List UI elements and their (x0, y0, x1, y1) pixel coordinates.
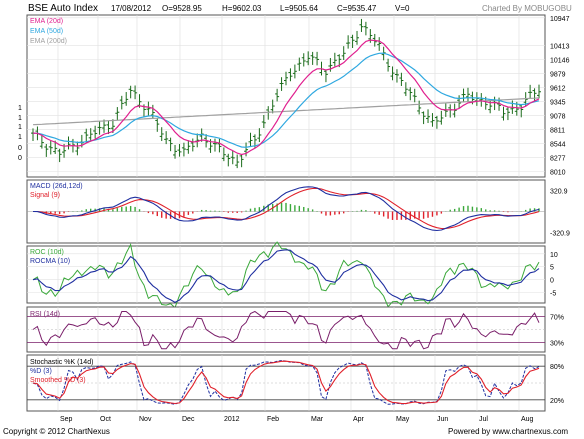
x-axis: Sep Oct Nov Dec 2012 Feb Mar Apr May Jun Jul Aug (60, 416, 534, 423)
rsi-line (32, 310, 540, 350)
y-tick-label: 10947 (550, 16, 570, 23)
legend-entry: Signal (9) (30, 192, 60, 199)
legend-entry: EMA (20d) (30, 18, 63, 25)
y-tick-label: 10413 (550, 44, 570, 51)
rocma-line (32, 249, 540, 304)
rsi-panel: 70% 30% RSI (14d) (26, 306, 564, 353)
roc-line (32, 241, 540, 309)
y-tick-label: 8544 (550, 141, 566, 148)
y-tick-label: 0 (550, 278, 554, 285)
y-tick-label: -5 (550, 291, 556, 298)
legend-entry: ROCMA (10) (30, 258, 70, 265)
ema-50-line (32, 52, 540, 148)
panel-frame (26, 14, 546, 178)
left-tick-label: 1 (18, 134, 22, 141)
stochastic-panel: 80% 20% Stochastic %K (14d) %D (3) Smoothed … (26, 354, 564, 412)
x-tick-label: Jul (479, 416, 488, 423)
y-tick-label: 20% (550, 398, 564, 405)
left-tick-label: 1 (18, 105, 22, 112)
ema-200-line (32, 97, 540, 126)
left-tick-label: 0 (18, 155, 22, 162)
x-tick-label: Dec (182, 416, 195, 423)
x-tick-label: Jun (437, 416, 448, 423)
open-value: O=9528.95 (162, 4, 202, 13)
left-tick-label: 1 (18, 124, 22, 131)
y-tick-label: 8277 (550, 155, 566, 162)
x-tick-label: Aug (521, 416, 534, 423)
legend-entry: Stochastic %K (14d) (30, 359, 93, 366)
x-tick-label: Mar (311, 416, 324, 423)
y-tick-label: 8010 (550, 169, 566, 176)
ema-20-line (32, 39, 540, 156)
x-tick-label: Sep (60, 416, 73, 423)
y-tick-label: 8811 (550, 127, 565, 134)
legend-entry: RSI (14d) (30, 311, 60, 318)
x-tick-label: Apr (353, 416, 365, 423)
y-tick-label: 10146 (550, 58, 570, 65)
x-tick-label: Oct (100, 416, 111, 423)
y-tick-label: 320.9 (550, 188, 568, 195)
y-tick-label: 5 (550, 265, 554, 272)
macd-line (32, 186, 540, 232)
y-tick-label: 9612 (550, 86, 566, 93)
y-tick-label: 70% (550, 315, 564, 322)
y-tick-label: -320.9 (550, 231, 570, 238)
y-tick-label: 10 (550, 252, 558, 259)
roc-panel: 10 5 0 -5 ROC (10d) ROCMA (10) (26, 241, 558, 309)
copyright-text: Copyright © 2012 ChartNexus (3, 427, 110, 436)
left-tick-label: 0 (18, 145, 22, 152)
y-tick-label: 9345 (550, 99, 566, 106)
legend-entry: MACD (26d,12d) (30, 183, 83, 190)
chart-credit: Charted By MOBUGOBU (482, 4, 572, 13)
signal-line (33, 187, 540, 230)
legend-entry: EMA (200d) (30, 38, 67, 45)
stoch-d-line (32, 360, 540, 405)
x-tick-label: 2012 (224, 416, 240, 423)
legend-entry: %D (3) (30, 368, 52, 375)
volume-value: V=0 (395, 4, 410, 13)
left-tick-label: 1 (18, 115, 22, 122)
panel-frame (26, 354, 546, 412)
high-value: H=9602.03 (222, 4, 262, 13)
x-tick-label: Nov (139, 416, 152, 423)
powered-by-text: Powered by www.chartnexus.com (448, 427, 568, 436)
macd-panel: 320.9 -320.9 MACD (26d,12d) Signal (9) (26, 179, 570, 244)
y-tick-label: 9879 (550, 72, 566, 79)
legend-entry: Smoothed %D (3) (30, 377, 86, 384)
close-value: C=9535.47 (337, 4, 377, 13)
low-value: L=9505.64 (280, 4, 319, 13)
price-panel: 8010 8277 8544 8811 9078 9345 9612 9879 10146 104… (18, 14, 570, 178)
y-tick-label: 9078 (550, 113, 566, 120)
chart-title: BSE Auto Index (28, 3, 98, 14)
y-tick-label: 30% (550, 340, 564, 347)
panel-frame (26, 245, 546, 304)
y-tick-label: 80% (550, 364, 564, 371)
x-tick-label: May (396, 416, 410, 423)
chart-date: 17/08/2012 (111, 4, 152, 13)
legend-entry: EMA (50d) (30, 28, 63, 35)
x-tick-label: Feb (267, 416, 279, 423)
legend-entry: ROC (10d) (30, 249, 64, 256)
